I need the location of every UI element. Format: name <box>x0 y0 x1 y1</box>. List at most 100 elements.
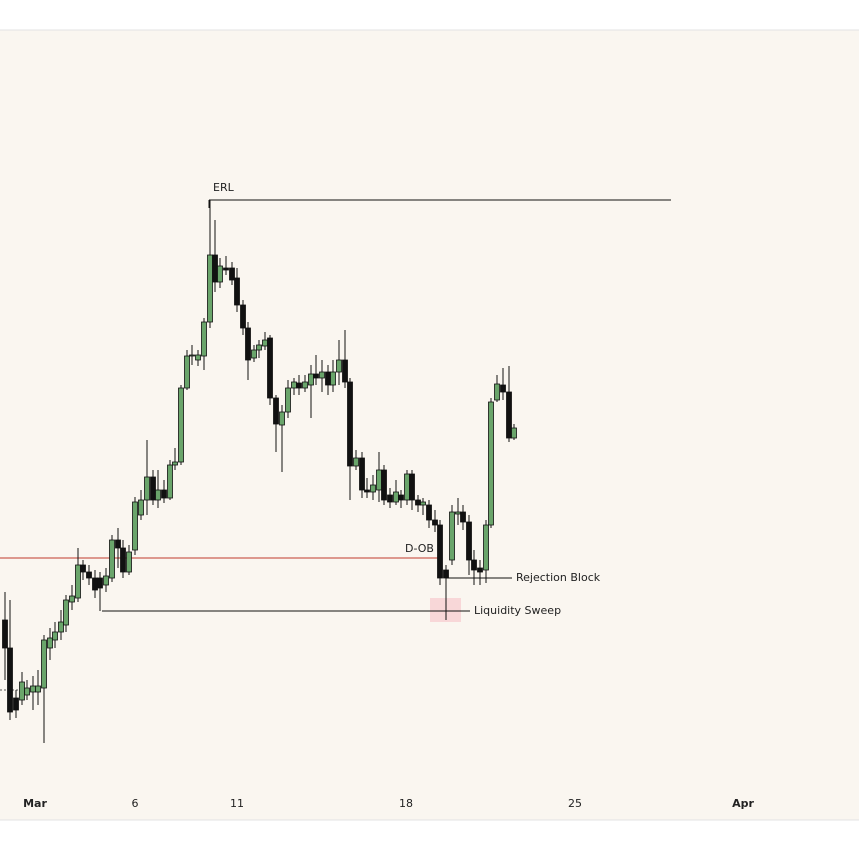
candle-body <box>302 381 308 389</box>
candle-body <box>201 321 207 357</box>
candle-body <box>24 687 30 696</box>
candle-body <box>47 637 53 649</box>
candle-body <box>353 457 359 467</box>
candle-body <box>460 511 466 523</box>
candle-body <box>2 619 8 649</box>
candle-body <box>172 461 178 466</box>
candle-body <box>138 499 144 516</box>
candle-body <box>161 489 167 499</box>
candle-body <box>155 489 161 501</box>
annotation-label: Liquidity Sweep <box>474 604 561 617</box>
candle-body <box>420 501 426 506</box>
candle-body <box>347 381 353 467</box>
candle-body <box>381 469 387 501</box>
candle-body <box>132 501 138 551</box>
candle-body <box>432 519 438 526</box>
candle-body <box>325 371 331 386</box>
candle-body <box>267 337 273 399</box>
x-tick-label: Mar <box>23 797 47 810</box>
candle-body <box>437 524 443 579</box>
candle-body <box>370 484 376 493</box>
annotation-label: Rejection Block <box>516 571 601 584</box>
candle-body <box>167 464 173 499</box>
candle-body <box>109 539 115 579</box>
candle-body <box>488 401 494 526</box>
candle-body <box>144 476 150 501</box>
candle-body <box>409 473 415 501</box>
candle-body <box>330 371 336 386</box>
candle-body <box>443 569 449 579</box>
candle-body <box>223 267 229 271</box>
candle-body <box>103 575 109 586</box>
candle-body <box>313 373 319 379</box>
candle-body <box>256 344 262 351</box>
candle-body <box>308 373 314 386</box>
candle-body <box>506 391 512 439</box>
candle-body <box>449 511 455 561</box>
candle-body <box>7 647 13 713</box>
candle-body <box>387 494 393 503</box>
candle-body <box>359 457 365 491</box>
candle-body <box>195 354 201 361</box>
candle-body <box>415 499 421 506</box>
plot-bg <box>0 30 859 820</box>
candle-body <box>251 349 257 359</box>
candle-body <box>178 387 184 463</box>
candle-body <box>35 685 41 693</box>
x-tick-label: 11 <box>230 797 244 810</box>
candle-body <box>511 427 517 439</box>
annotation-label: ERL <box>213 181 235 194</box>
candle-body <box>19 681 25 701</box>
candle-body <box>13 697 19 711</box>
candle-body <box>296 382 302 389</box>
candle-body <box>126 551 132 573</box>
candle-body <box>63 599 69 626</box>
x-tick-label: 25 <box>568 797 582 810</box>
candle-body <box>262 339 268 347</box>
candle-body <box>58 621 64 633</box>
candle-body <box>404 473 410 501</box>
candle-body <box>240 304 246 329</box>
candle-body <box>319 371 325 379</box>
candle-body <box>80 564 86 573</box>
candle-body <box>120 547 126 573</box>
candle-body <box>500 384 506 393</box>
candle-body <box>477 567 483 573</box>
candle-body <box>184 355 190 389</box>
candle-body <box>41 639 47 689</box>
candle-body <box>466 521 472 561</box>
candle-body <box>234 277 240 306</box>
candle-body <box>494 383 500 401</box>
candle-body <box>471 559 477 571</box>
candle-body <box>30 685 36 693</box>
candle-body <box>398 494 404 501</box>
candle-body <box>115 539 121 549</box>
candle-body <box>291 381 297 389</box>
candle-body <box>189 354 195 357</box>
candle-body <box>245 327 251 361</box>
candle-body <box>273 397 279 425</box>
candle-body <box>52 631 58 641</box>
candle-body <box>342 359 348 383</box>
candle-body <box>376 469 382 491</box>
candle-body <box>393 491 399 503</box>
candle-body <box>75 564 81 599</box>
candle-body <box>279 411 285 426</box>
candle-body <box>86 571 92 579</box>
candle-body <box>364 489 370 493</box>
candle-body <box>207 254 213 323</box>
candle-body <box>212 254 218 283</box>
candle-body <box>426 504 432 521</box>
candle-body <box>69 595 75 603</box>
x-tick-label: 18 <box>399 797 413 810</box>
candle-body <box>92 577 98 591</box>
candle-body <box>455 511 461 515</box>
candle-body <box>285 387 291 413</box>
candle-body <box>150 476 156 501</box>
candle-body <box>336 359 342 373</box>
candle-body <box>97 577 103 589</box>
candle-body <box>217 265 223 283</box>
candle-body <box>229 267 235 281</box>
annotation-label: D-OB <box>405 542 434 555</box>
